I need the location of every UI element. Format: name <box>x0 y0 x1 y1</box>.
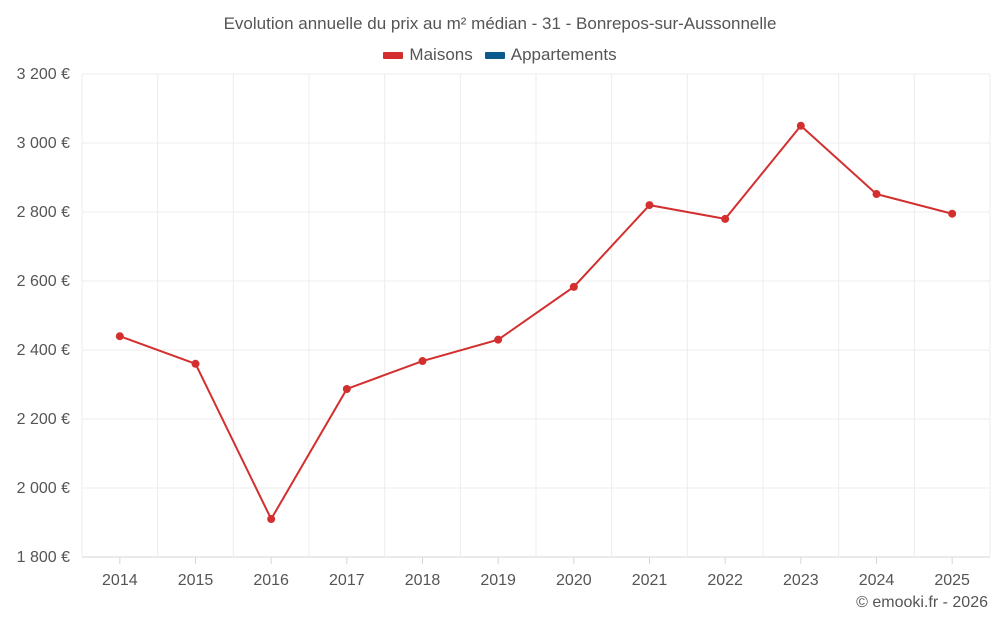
data-point <box>342 384 351 393</box>
chart-title: Evolution annuelle du prix au m² médian … <box>223 14 777 33</box>
x-tick-label: 2020 <box>556 572 592 589</box>
x-tick-label: 2014 <box>102 572 138 589</box>
y-tick-label: 2 600 € <box>17 273 70 290</box>
y-tick-label: 2 800 € <box>17 204 70 221</box>
x-tick-label: 2025 <box>934 572 970 589</box>
data-point <box>872 190 881 199</box>
data-point <box>721 214 730 223</box>
x-tick-label: 2017 <box>329 572 365 589</box>
series-line-maisons <box>119 124 953 522</box>
y-tick-label: 3 200 € <box>17 66 70 83</box>
credit-text: © emooki.fr - 2026 <box>856 594 988 611</box>
y-tick-label: 3 000 € <box>17 135 70 152</box>
x-tick-label: 2015 <box>178 572 214 589</box>
data-point <box>494 335 503 344</box>
data-point <box>948 209 957 218</box>
legend-label-appartements: Appartements <box>510 45 617 64</box>
y-tick-label: 2 400 € <box>17 342 70 359</box>
x-tick-label: 2018 <box>405 572 441 589</box>
x-tick-label: 2016 <box>253 572 289 589</box>
y-tick-label: 2 200 € <box>17 411 70 428</box>
legend-swatch-maisons <box>383 51 404 59</box>
legend-swatch-appartements <box>484 51 505 59</box>
x-tick-label: 2019 <box>480 572 516 589</box>
data-point <box>115 332 124 341</box>
y-tick-label: 2 000 € <box>17 480 70 497</box>
legend: Maisons Appartements <box>0 45 1000 65</box>
legend-label-maisons: Maisons <box>409 45 473 64</box>
data-point <box>418 357 427 366</box>
legend-item-maisons[interactable]: Maisons <box>383 45 473 65</box>
legend-item-appartements[interactable]: Appartements <box>484 45 617 65</box>
x-tick-label: 2021 <box>632 572 668 589</box>
data-point <box>796 121 805 130</box>
x-tick-label: 2023 <box>783 572 819 589</box>
data-point <box>569 282 578 291</box>
data-point <box>267 515 276 524</box>
data-point <box>191 359 200 368</box>
y-tick-label: 1 800 € <box>17 549 70 566</box>
data-point <box>645 201 654 210</box>
x-tick-label: 2024 <box>859 572 895 589</box>
x-tick-label: 2022 <box>707 572 743 589</box>
